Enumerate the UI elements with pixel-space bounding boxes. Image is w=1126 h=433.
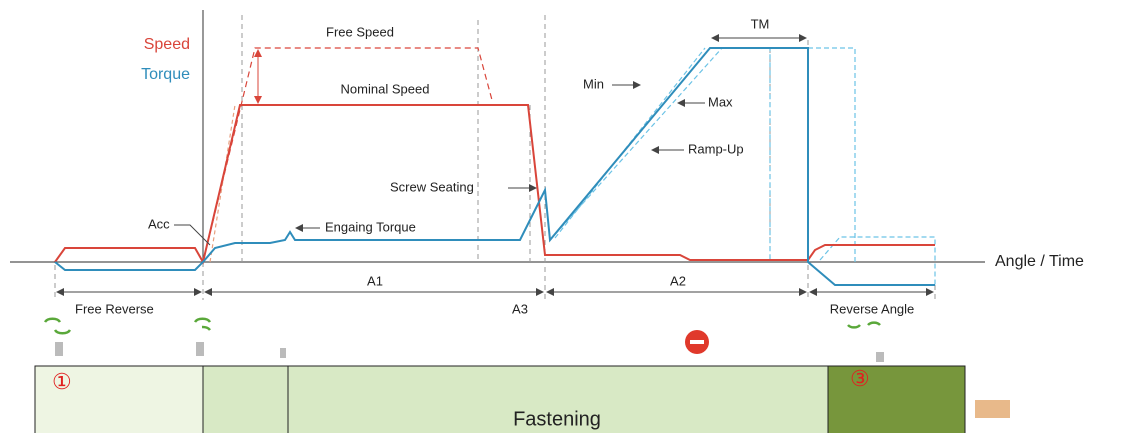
label: Engaing Torque: [325, 219, 416, 234]
torque-dashed: [549, 47, 936, 285]
legend-speed: Speed: [144, 36, 190, 53]
axis-label: Angle / Time: [995, 253, 1084, 270]
segment-label: Free Reverse: [75, 301, 154, 316]
phase-number: ③: [850, 367, 870, 392]
label: TM: [751, 16, 770, 31]
tool-icons: [55, 342, 884, 362]
phase-bar: [34, 365, 966, 433]
guides: [54, 15, 936, 300]
speed-curve: [54, 104, 935, 265]
label: Acc: [148, 216, 170, 231]
label: Free Speed: [326, 24, 394, 39]
tab: [975, 400, 1010, 418]
rotation-icons: [43, 317, 881, 335]
stop-bar: [690, 340, 704, 344]
label: Max: [708, 94, 733, 109]
legend-torque: Torque: [141, 66, 190, 83]
segment-label: A2: [670, 273, 686, 288]
segment-label: Reverse Angle: [830, 301, 915, 316]
phase-label: Fastening: [513, 408, 601, 430]
label: Screw Seating: [390, 179, 474, 194]
label: Nominal Speed: [341, 81, 430, 96]
segment-label: A3: [512, 301, 528, 316]
segment-label: A1: [367, 273, 383, 288]
phase-number: ①: [52, 370, 72, 395]
torque-curve: [54, 47, 935, 286]
label: Min: [583, 76, 604, 91]
label: Ramp-Up: [688, 141, 744, 156]
pointer: [174, 224, 211, 246]
